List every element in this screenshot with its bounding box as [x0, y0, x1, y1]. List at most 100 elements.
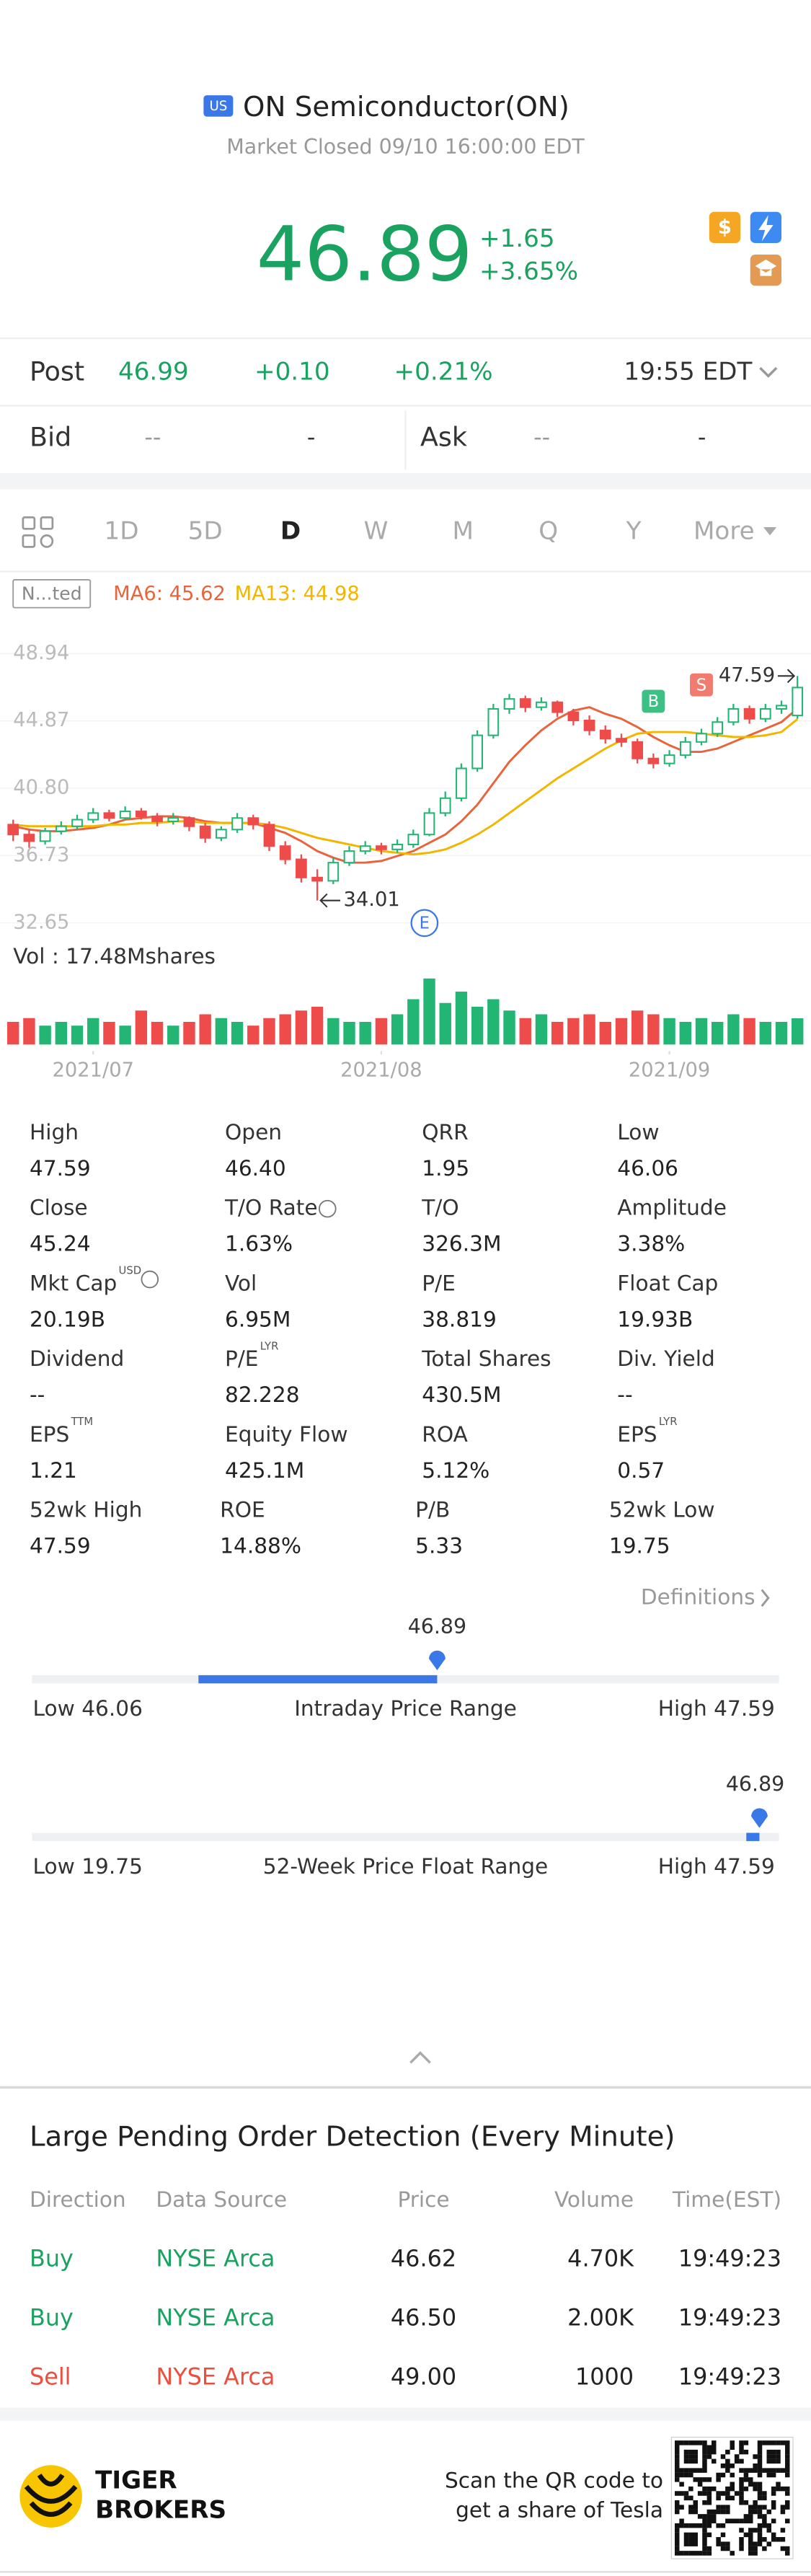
qr-module — [743, 2532, 749, 2538]
qr-module — [739, 2440, 744, 2445]
stat-value: 326.3M — [422, 1232, 501, 1256]
qr-module — [683, 2440, 689, 2445]
price-change: +1.65 — [479, 224, 555, 253]
qr-module — [771, 2486, 776, 2492]
qr-module — [683, 2491, 689, 2496]
period-tab[interactable]: Y — [626, 516, 642, 545]
candle-body — [792, 687, 804, 717]
stat-label: Total Shares — [421, 1346, 551, 1371]
range-title: 52-Week Price Float Range — [263, 1854, 549, 1879]
qr-module — [674, 2541, 680, 2546]
qr-module — [753, 2500, 758, 2505]
qr-module — [716, 2491, 721, 2496]
volume-bar — [743, 1018, 755, 1045]
chevron[interactable] — [759, 366, 778, 378]
qr-module — [711, 2449, 717, 2455]
candle-body — [359, 845, 371, 852]
post-time[interactable]: 19:55 EDT — [624, 357, 752, 386]
orders-cell: 46.62 — [391, 2245, 456, 2272]
qr-module — [771, 2468, 776, 2473]
qr-module — [725, 2486, 730, 2492]
range-current-label: 46.89 — [726, 1772, 784, 1796]
qr-module — [776, 2458, 781, 2464]
qr-module — [674, 2463, 680, 2469]
qr-module — [771, 2491, 776, 2496]
range-track — [32, 1832, 779, 1841]
academy-icon[interactable] — [750, 254, 782, 286]
qr-module — [743, 2486, 749, 2492]
period-tab[interactable]: W — [364, 516, 389, 545]
qr-module — [730, 2551, 735, 2556]
y-tick-label: 32.65 — [13, 911, 69, 933]
period-tab[interactable]: More — [693, 516, 755, 545]
qr-module — [771, 2532, 776, 2538]
qr-module — [697, 2482, 703, 2487]
period-tab[interactable]: Q — [539, 516, 558, 545]
qr-module — [771, 2472, 776, 2478]
price-change-pct: +3.65% — [479, 257, 578, 286]
qr-module — [693, 2500, 698, 2505]
qr-module — [683, 2523, 689, 2528]
qr-module — [785, 2551, 790, 2556]
qr-module — [757, 2537, 763, 2542]
candle-body — [616, 738, 627, 743]
layout-icon[interactable] — [22, 516, 54, 548]
volume-bar — [647, 1014, 660, 1045]
range-current-label: 46.89 — [408, 1615, 466, 1638]
stat-value: 430.5M — [422, 1382, 501, 1407]
candle-body — [776, 705, 787, 710]
orders-cell: 2.00K — [567, 2304, 634, 2332]
candle-body — [199, 825, 211, 839]
qr-module — [785, 2472, 790, 2478]
qr-module — [757, 2541, 763, 2546]
qr-module — [679, 2440, 684, 2445]
qr-module — [762, 2468, 767, 2473]
dollar-icon[interactable] — [709, 211, 741, 244]
qr-module — [766, 2454, 772, 2459]
dollar-icon-glyph: $ — [718, 216, 732, 239]
earnings-marker-text: E — [420, 914, 430, 933]
y-tick-label: 48.94 — [13, 642, 69, 664]
collapse-caret[interactable] — [409, 2051, 431, 2064]
qr-module — [679, 2472, 684, 2478]
qr-module — [683, 2454, 689, 2459]
qr-module — [702, 2458, 707, 2464]
qr-module — [711, 2445, 717, 2450]
indicator-button[interactable] — [12, 578, 92, 609]
candle-body — [647, 757, 660, 764]
indicator-button-text[interactable]: N...ted — [22, 583, 82, 604]
qr-module — [702, 2514, 707, 2519]
definitions-link[interactable]: Definitions — [641, 1584, 755, 1609]
qr-module — [702, 2491, 707, 2496]
stat-label: Float Cap — [617, 1271, 718, 1295]
volume-bar — [439, 1002, 451, 1045]
qr-module — [762, 2518, 767, 2524]
qr-module — [743, 2468, 749, 2473]
chevron[interactable] — [761, 1589, 770, 1607]
candle-body — [551, 701, 564, 713]
qr-module — [706, 2509, 712, 2515]
stat-value: 3.38% — [617, 1232, 685, 1256]
period-tab[interactable]: 5D — [188, 516, 223, 545]
stat-label: T/O Rate — [224, 1196, 318, 1220]
qr-module — [771, 2518, 776, 2524]
gap-band — [0, 2407, 811, 2421]
range-low-label: Low 46.06 — [33, 1696, 143, 1721]
candle-body — [631, 741, 644, 759]
candle-body — [456, 767, 467, 799]
stat-value: 0.57 — [617, 1458, 665, 1483]
qr-module — [720, 2523, 726, 2528]
info-icon[interactable] — [141, 1270, 159, 1289]
period-tab[interactable]: 1D — [105, 516, 139, 545]
period-tab[interactable]: M — [452, 516, 473, 545]
period-tab[interactable]: D — [280, 516, 301, 545]
qr-module — [766, 2523, 772, 2528]
orders-cell: 1000 — [575, 2363, 634, 2391]
info-icon[interactable] — [318, 1199, 337, 1218]
qr-module — [730, 2518, 735, 2524]
qr-module — [688, 2440, 693, 2445]
qr-module — [748, 2482, 753, 2487]
earnings-marker[interactable] — [410, 909, 439, 938]
qr-module — [688, 2523, 693, 2528]
range-pin — [751, 1808, 768, 1828]
